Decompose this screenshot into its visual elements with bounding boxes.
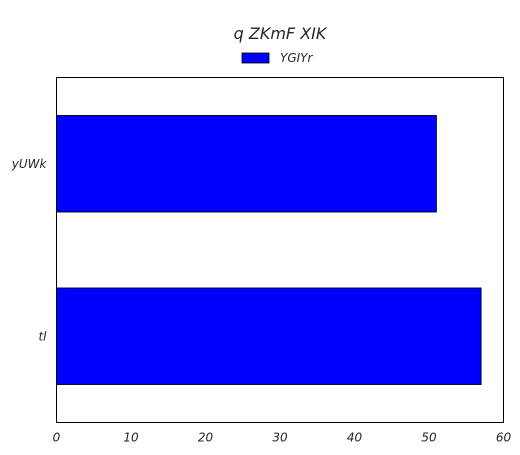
x-tick-label: 20 [198, 431, 214, 445]
legend: YGIYr [241, 51, 313, 65]
bar-yUWk [56, 115, 437, 213]
x-tick-label: 40 [347, 431, 363, 445]
bar-tl [56, 287, 482, 385]
x-tick-label: 10 [123, 431, 139, 445]
y-tick-label: tl [38, 329, 47, 343]
x-tick-label: 60 [496, 431, 512, 445]
legend-swatch [241, 52, 270, 64]
x-tick-label: 0 [53, 431, 61, 445]
x-tick-label: 50 [421, 431, 437, 445]
x-axis-ticks: 0 10 20 30 40 50 60 [53, 431, 512, 445]
chart-title: q ZKmF XIK [234, 24, 328, 43]
legend-label: YGIYr [280, 51, 313, 65]
plot-frame [56, 77, 504, 423]
x-tick-label: 30 [272, 431, 288, 445]
bar-group [56, 115, 482, 385]
y-tick-label: yUWk [11, 157, 48, 171]
y-axis-ticks: yUWk tl [11, 157, 48, 344]
